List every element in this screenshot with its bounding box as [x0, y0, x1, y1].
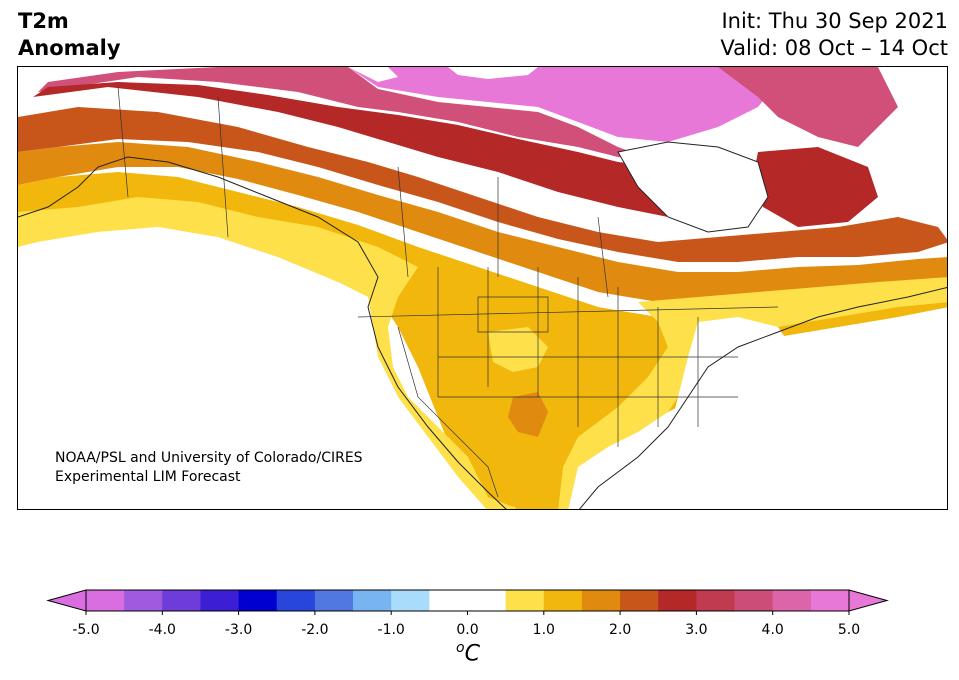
hudson-bay [618, 142, 768, 232]
anomaly-band-red-orange [18, 107, 947, 262]
anomaly-band-dark-red [33, 82, 738, 217]
unit-degree: o [456, 640, 465, 656]
colorbar-cell [314, 590, 354, 611]
colorbar-unit: oC [456, 640, 480, 666]
map-title: T2m Anomaly [18, 8, 121, 62]
colorbar-cell [429, 590, 468, 611]
atlantic-ocean [579, 312, 947, 509]
colorbar-cell [391, 590, 430, 611]
colorbar-tick-label: -2.0 [301, 622, 329, 638]
anomaly-band-high [38, 67, 658, 162]
colorbar-cell [620, 590, 659, 611]
colorbar-tick-label: 5.0 [837, 622, 861, 638]
anomaly-band-very-high [348, 67, 778, 142]
anomaly-band-dark-red-quebec [753, 147, 878, 227]
anomaly-core-yellow [488, 327, 548, 372]
colorbar-cell [124, 590, 163, 611]
colorbar-extend-high [848, 589, 889, 612]
colorbar-tick-label: -3.0 [224, 622, 253, 638]
anomaly-band-orange [18, 142, 947, 302]
colorbar-cell [658, 590, 697, 611]
colorbar-cell [162, 590, 201, 611]
colorbar-extend-low [46, 589, 87, 612]
arctic-ocean [348, 67, 538, 82]
anomaly-map [17, 66, 948, 510]
colorbar-tick-label: 4.0 [761, 622, 784, 638]
colorbar-cell [505, 590, 545, 611]
colorbar-cell [276, 590, 316, 611]
anomaly-band-yellow [18, 197, 517, 509]
data-credit: NOAA/PSL and University of Colorado/CIRE… [55, 449, 363, 487]
colorbar-cell [696, 590, 736, 611]
colorbar-tick-label: -4.0 [148, 622, 176, 638]
colorbar-tick-label: -5.0 [72, 622, 100, 638]
colorbar-cell [200, 590, 240, 611]
colorbar-tick-label: 0.0 [456, 622, 479, 638]
colorbar-cell [581, 590, 621, 611]
colorbar-cell [543, 590, 583, 611]
colorbar-tick-label: 3.0 [685, 622, 708, 638]
credit-line-2: Experimental LIM Forecast [55, 469, 241, 485]
anomaly-band-high-east [718, 67, 898, 147]
colorbar-tick-label: -1.0 [377, 622, 405, 638]
forecast-dates: Init: Thu 30 Sep 2021 Valid: 08 Oct – 14… [720, 8, 948, 62]
valid-range: Valid: 08 Oct – 14 Oct [720, 36, 948, 60]
credit-line-1: NOAA/PSL and University of Colorado/CIRE… [55, 450, 363, 466]
title-line-anomaly: Anomaly [18, 36, 121, 60]
colorbar-cell [810, 590, 850, 611]
colorbar-cell [734, 590, 774, 611]
colorbar-tick-label: 2.0 [608, 622, 632, 638]
pacific-ocean [18, 227, 487, 509]
colorbar-tick-label: 1.0 [532, 622, 555, 638]
init-date: Init: Thu 30 Sep 2021 [721, 9, 948, 33]
colorbar-cell [238, 590, 278, 611]
title-line-variable: T2m [18, 9, 69, 33]
unit-letter: C [464, 641, 480, 667]
colorbar-cell [353, 590, 392, 611]
colorbar-cell [772, 590, 812, 611]
colorbar-cell [467, 590, 507, 611]
map-canvas [18, 67, 947, 509]
coastline [18, 141, 947, 509]
colorbar-cell [86, 590, 125, 611]
anomaly-core-orange [508, 392, 548, 437]
anomaly-near-zero-east [668, 317, 798, 467]
state-borders [117, 86, 779, 498]
